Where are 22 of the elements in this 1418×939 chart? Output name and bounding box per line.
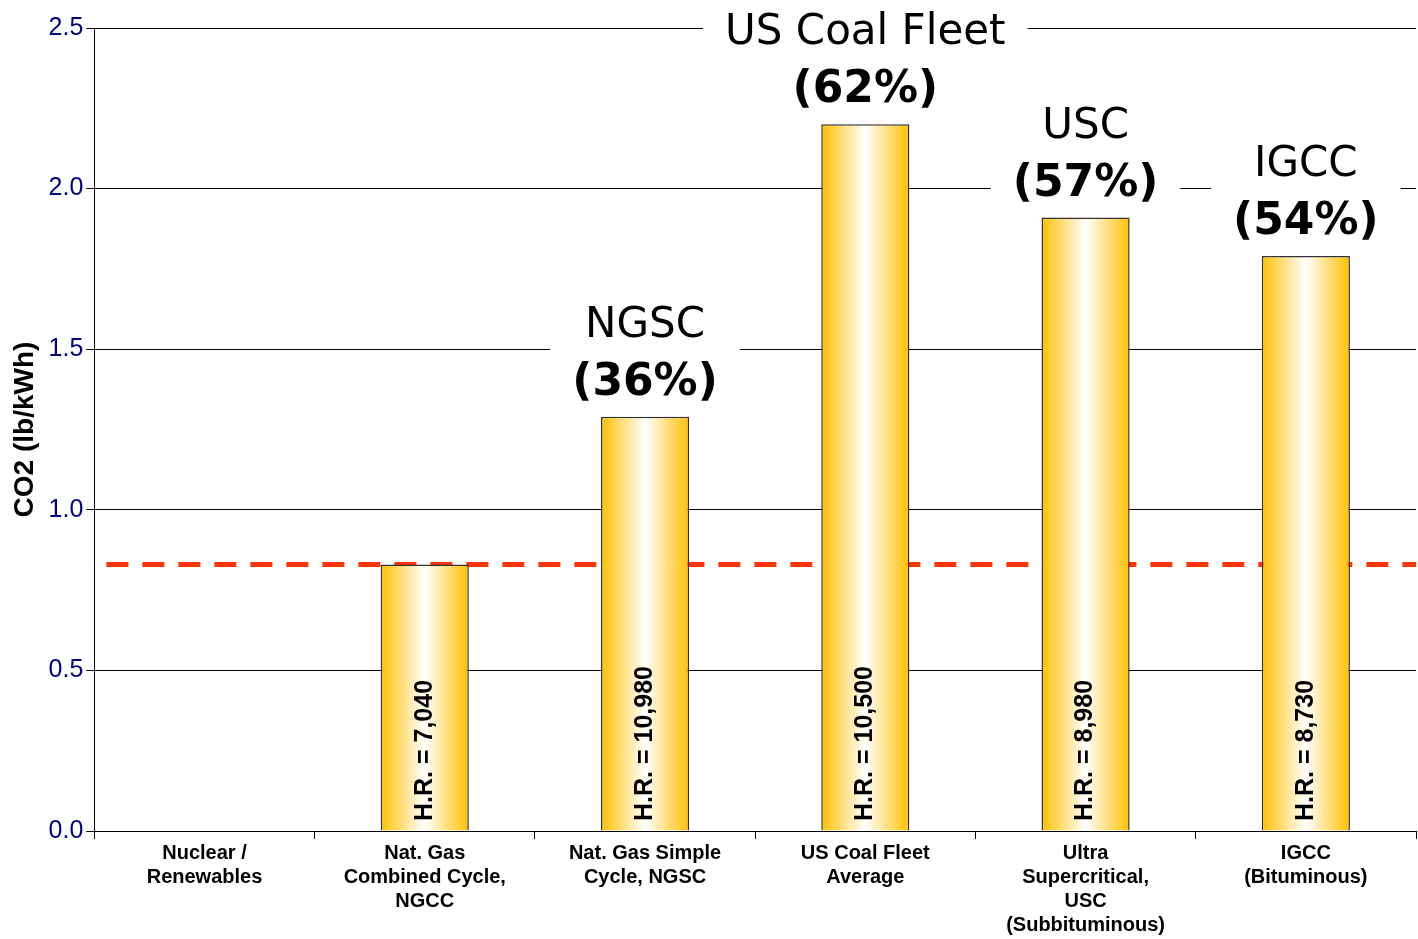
x-tick-label: US Coal Fleet Average xyxy=(800,840,931,887)
y-tick-label: 2.5 xyxy=(48,11,84,40)
x-tick-label: Ultra Supercritical, USC (Subbituminous) xyxy=(1006,840,1166,935)
annotation: H.R. = 7,040 xyxy=(408,679,437,821)
y-tick-label: 0.5 xyxy=(48,654,84,683)
annotation: H.R. = 10,980 xyxy=(628,666,657,821)
annotation: USC (57%) xyxy=(1012,98,1159,206)
x-tick-label: IGCC (Bituminous) xyxy=(1244,840,1368,887)
y-tick-label: 1.5 xyxy=(48,333,84,362)
y-tick-label: 2.0 xyxy=(48,172,84,201)
annotation: H.R. = 8,730 xyxy=(1289,679,1318,821)
x-tick-label: Nat. Gas Simple Cycle, NGSC xyxy=(568,840,722,887)
annotation: IGCC (54%) xyxy=(1233,137,1379,245)
y-axis-title: CO2 (lb/kWh) xyxy=(7,341,39,518)
x-tick-label: Nat. Gas Combined Cycle, NGCC xyxy=(343,840,506,911)
x-tick-label: Nuclear / Renewables xyxy=(146,840,263,887)
annotation: NGSC (36%) xyxy=(572,297,718,405)
annotation: H.R. = 8,980 xyxy=(1069,679,1098,821)
annotation: US Coal Fleet (62%) xyxy=(725,5,1006,113)
y-tick-label: 1.0 xyxy=(48,493,84,522)
annotation: H.R. = 10,500 xyxy=(849,666,878,821)
y-tick-label: 0.0 xyxy=(48,814,84,843)
